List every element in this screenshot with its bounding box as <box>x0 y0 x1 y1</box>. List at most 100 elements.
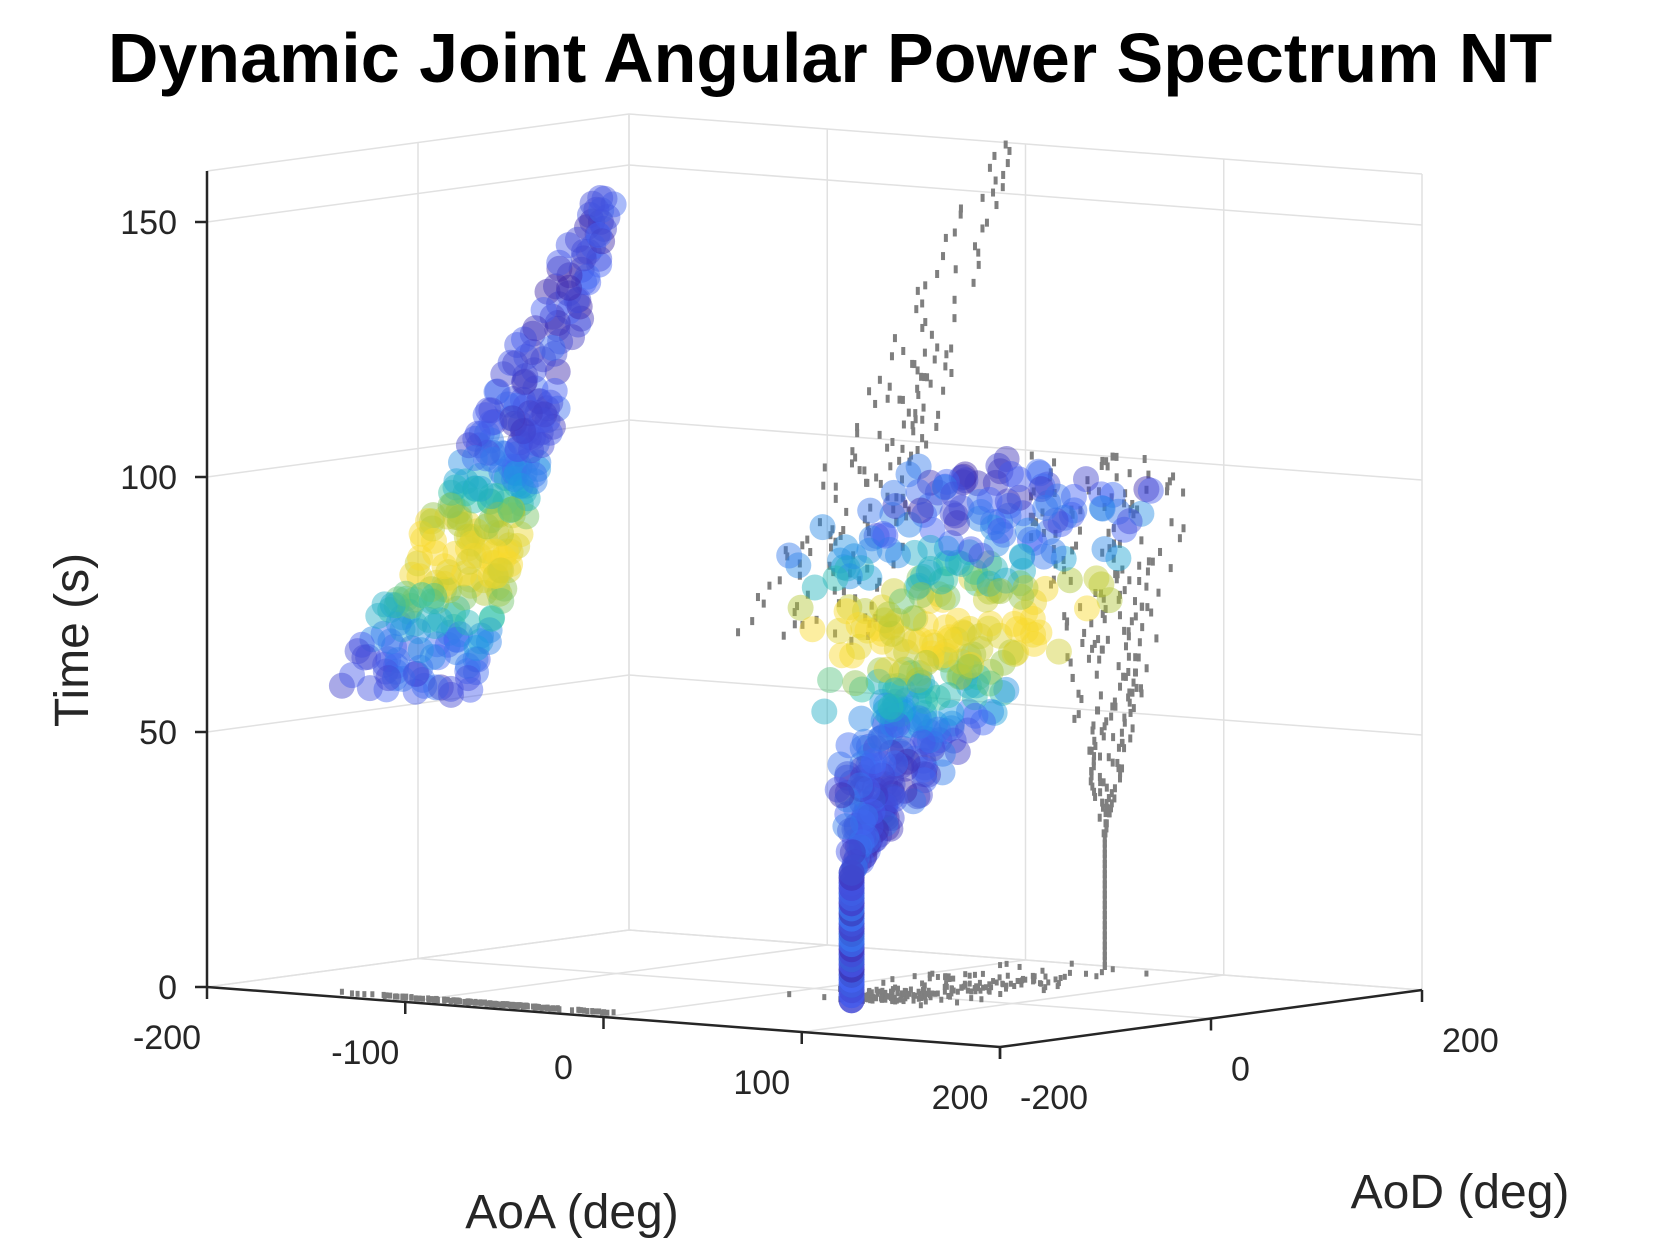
data-point <box>924 716 951 743</box>
shadow-mark <box>958 204 963 213</box>
shadow-mark <box>1104 804 1109 813</box>
shadow-mark <box>822 463 827 472</box>
data-point <box>868 762 895 789</box>
shadow-mark <box>853 453 858 462</box>
shadow-mark <box>867 987 872 994</box>
shadow-mark <box>429 996 434 1003</box>
shadow-mark <box>1120 565 1125 574</box>
data-point <box>348 631 375 658</box>
data-point <box>956 698 982 725</box>
data-point <box>456 523 483 550</box>
data-point <box>879 771 906 798</box>
data-point <box>862 817 889 844</box>
data-point <box>924 684 951 711</box>
shadow-mark <box>947 993 952 1000</box>
data-point <box>890 678 916 704</box>
data-point <box>947 663 974 690</box>
shadow-mark <box>1102 860 1107 868</box>
data-point <box>897 660 924 687</box>
data-point <box>856 564 883 591</box>
data-point <box>952 461 979 488</box>
shadow-mark <box>767 581 772 590</box>
data-point <box>895 712 922 738</box>
shadow-mark <box>518 1002 523 1009</box>
data-point <box>887 738 914 765</box>
data-point <box>838 915 865 942</box>
data-point <box>442 504 469 530</box>
shadow-mark <box>1113 570 1118 579</box>
data-point <box>461 445 488 471</box>
data-point <box>393 585 420 612</box>
data-point <box>990 521 1017 548</box>
data-point <box>912 611 939 638</box>
data-point <box>459 523 486 550</box>
grid-line <box>206 113 1423 175</box>
data-point <box>422 540 449 566</box>
shadow-mark <box>1133 612 1138 621</box>
shadow-mark <box>994 979 999 986</box>
shadow-mark <box>1117 590 1122 599</box>
shadow-mark <box>865 521 870 530</box>
data-point <box>462 475 489 502</box>
shadow-mark <box>912 360 917 369</box>
shadow-mark <box>1102 880 1107 889</box>
data-point <box>399 561 426 588</box>
shadow-mark <box>930 970 935 977</box>
data-point <box>895 461 922 488</box>
shadow-mark <box>1091 757 1096 766</box>
shadow-mark <box>1145 603 1150 612</box>
projection-shadows <box>339 140 1186 1016</box>
data-point <box>956 539 983 566</box>
shadow-mark <box>912 973 917 980</box>
data-point <box>958 652 985 678</box>
z-tick-label: 0 <box>158 969 177 1007</box>
data-point <box>328 672 355 699</box>
data-point <box>1044 483 1071 510</box>
data-point <box>484 501 511 528</box>
shadow-mark <box>1048 580 1053 589</box>
data-point <box>409 666 436 693</box>
data-point <box>867 725 893 752</box>
data-point <box>489 440 516 467</box>
shadow-mark <box>1076 689 1081 698</box>
data-point <box>928 568 955 595</box>
data-point <box>838 971 865 998</box>
data-point <box>1026 619 1053 646</box>
data-point <box>875 601 902 628</box>
data-point <box>1019 605 1046 632</box>
data-point <box>838 951 865 978</box>
shadow-mark <box>973 988 978 995</box>
shadow-mark <box>845 995 850 1002</box>
data-point <box>839 642 866 669</box>
shadow-mark <box>1115 758 1120 767</box>
data-point <box>437 492 464 519</box>
data-point <box>490 545 517 572</box>
data-point <box>938 699 965 726</box>
data-point <box>848 848 875 875</box>
data-point <box>504 533 531 559</box>
data-point <box>990 649 1016 676</box>
data-point <box>534 395 560 422</box>
data-point <box>830 554 857 581</box>
data-point <box>509 386 536 413</box>
data-point <box>467 628 494 655</box>
data-point <box>948 551 975 577</box>
shadow-mark <box>1114 452 1119 461</box>
shadow-mark <box>900 493 905 502</box>
shadow-mark <box>1100 798 1105 807</box>
shadow-mark <box>1112 697 1117 706</box>
data-point <box>568 256 595 283</box>
shadow-mark <box>997 974 1002 981</box>
data-point <box>1032 494 1059 521</box>
data-point <box>914 678 941 704</box>
shadow-mark <box>1145 567 1150 576</box>
shadow-mark <box>1137 561 1142 570</box>
data-point <box>913 728 939 755</box>
data-point <box>882 750 909 777</box>
data-point <box>919 517 946 543</box>
data-point <box>537 389 564 416</box>
data-point <box>498 405 524 432</box>
data-point <box>443 639 470 666</box>
shadow-mark <box>918 1002 923 1009</box>
shadow-mark <box>844 507 849 516</box>
